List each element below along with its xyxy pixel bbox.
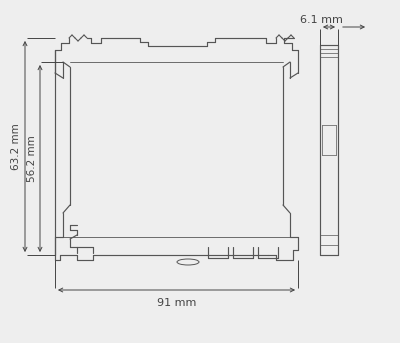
Text: 6.1 mm: 6.1 mm xyxy=(300,15,342,25)
Text: 91 mm: 91 mm xyxy=(157,298,196,308)
Text: 63.2 mm: 63.2 mm xyxy=(11,123,21,170)
Text: 56.2 mm: 56.2 mm xyxy=(27,135,37,182)
